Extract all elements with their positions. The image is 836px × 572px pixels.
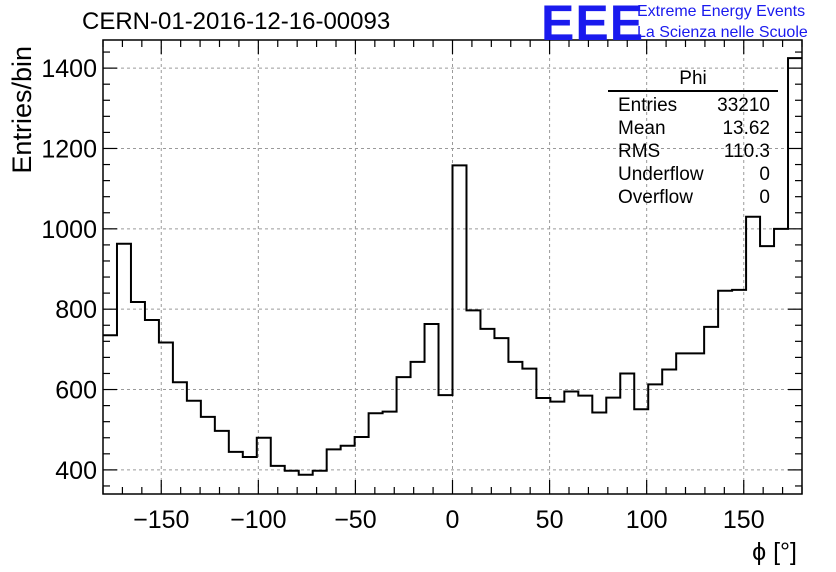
x-tick-label: 150 — [723, 506, 765, 534]
histogram-bin — [774, 229, 788, 494]
x-tick-label: −150 — [133, 506, 189, 534]
histogram-bin — [746, 217, 760, 494]
histogram-bin — [439, 395, 453, 494]
histogram-bin — [536, 398, 550, 494]
stats-box: Phi Entries 33210 Mean 13.62 RMS 110.3 U… — [608, 68, 778, 209]
stats-divider — [608, 90, 778, 92]
histogram-bin — [201, 417, 215, 494]
histogram-bin — [662, 369, 676, 494]
histogram-bin — [425, 324, 439, 494]
histogram-bin — [159, 343, 173, 494]
stats-value: 110.3 — [723, 141, 770, 162]
histogram-bin — [466, 310, 480, 494]
stats-label: Entries — [618, 95, 678, 116]
stats-value: 33210 — [717, 95, 770, 116]
stats-value: 13.62 — [722, 118, 770, 139]
histogram-bin — [620, 373, 634, 494]
stats-label: Overflow — [618, 187, 693, 208]
y-tick-label: 1200 — [41, 135, 97, 163]
x-tick-label: −100 — [230, 506, 286, 534]
axes: −150 −100 −50 0 50 100 150 400 600 800 1000 1200 140… — [41, 39, 803, 534]
stats-row-underflow: Underflow 0 — [608, 163, 778, 186]
histogram-steps — [103, 57, 802, 494]
stats-title: Phi — [679, 68, 707, 89]
histogram-bin — [494, 338, 508, 494]
histogram-bin — [313, 471, 327, 494]
stats-label: Underflow — [618, 164, 704, 185]
stats-row-mean: Mean 13.62 — [608, 117, 778, 140]
histogram-bin — [690, 353, 704, 494]
x-tick-label: 100 — [626, 506, 668, 534]
histogram-bin — [480, 329, 494, 494]
grid-lines — [103, 40, 802, 494]
histogram-bin — [453, 165, 467, 494]
y-tick-label: 600 — [55, 377, 97, 405]
histogram-line — [103, 57, 802, 476]
histogram-bin — [383, 412, 397, 494]
histogram-bin — [341, 446, 355, 494]
histogram-bin — [397, 377, 411, 494]
y-tick-label: 1000 — [41, 216, 97, 244]
y-tick-label: 800 — [55, 296, 97, 324]
histogram-bin — [299, 475, 313, 494]
histogram-bin — [187, 401, 201, 494]
histogram-bin — [578, 396, 592, 494]
eee-logo: EEE — [541, 0, 645, 51]
histogram-bin — [355, 437, 369, 494]
histogram-bin — [718, 291, 732, 494]
histogram-bin — [145, 320, 159, 494]
stats-row-overflow: Overflow 0 — [608, 186, 778, 209]
x-tick-label: 0 — [446, 506, 460, 534]
x-tick-label: 50 — [536, 506, 564, 534]
y-tick-label: 400 — [55, 457, 97, 485]
histogram-bin — [760, 246, 774, 494]
histogram-bin — [229, 452, 243, 494]
stats-value: 0 — [759, 164, 770, 185]
y-tick-label: 1400 — [41, 55, 97, 83]
histogram-bin — [704, 327, 718, 494]
stats-label: Mean — [618, 118, 666, 139]
y-axis-label: Entries/bin — [7, 46, 37, 174]
histogram-bin — [369, 413, 383, 494]
histogram-bin — [215, 431, 229, 494]
logo-caption-line1: Extreme Energy Events — [637, 3, 806, 20]
histogram-bin — [732, 290, 746, 494]
histogram-bin — [117, 244, 131, 494]
histogram-bin — [508, 362, 522, 494]
histogram-bin — [243, 457, 257, 494]
x-tick-label: −50 — [334, 506, 376, 534]
histogram-bin — [606, 398, 620, 494]
histogram-bin — [788, 58, 802, 494]
stats-row-rms: RMS 110.3 — [608, 140, 778, 163]
histogram-bin — [550, 402, 564, 494]
chart-title: CERN-01-2016-12-16-00093 — [82, 8, 391, 35]
histogram-bin — [522, 369, 536, 494]
stats-value: 0 — [759, 187, 770, 208]
x-axis-label: ϕ [°] — [752, 538, 797, 566]
stats-label: RMS — [618, 141, 661, 162]
logo-caption-line2: La Scienza nelle Scuole — [637, 24, 808, 41]
histogram-bin — [592, 412, 606, 494]
histogram-bin — [676, 353, 690, 494]
histogram-bin — [327, 449, 341, 494]
histogram-bin — [411, 362, 425, 494]
histogram-bin — [564, 392, 578, 494]
histogram-bin — [173, 382, 187, 494]
stats-row-entries: Entries 33210 — [608, 94, 778, 117]
histogram-bin — [648, 384, 662, 494]
histogram-bin — [131, 302, 145, 494]
